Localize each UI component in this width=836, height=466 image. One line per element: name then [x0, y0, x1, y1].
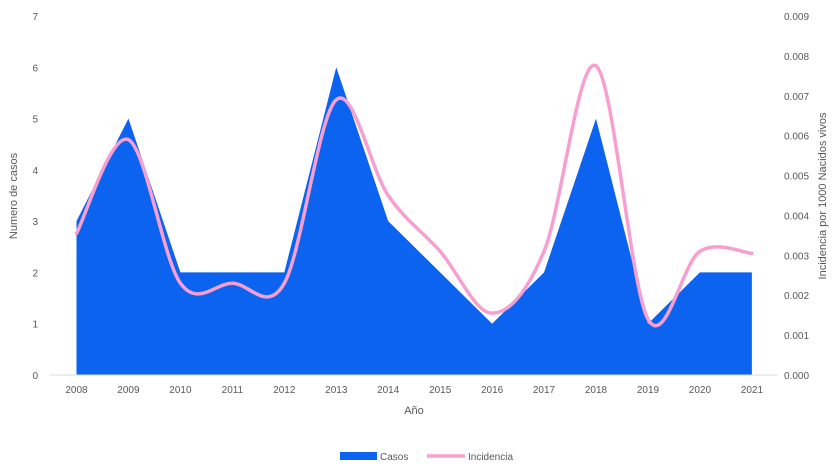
- y-right-tick-label: 0.005: [784, 172, 809, 183]
- x-axis-title: Año: [404, 405, 424, 417]
- y-left-tick-label: 7: [32, 12, 38, 23]
- y-axis-right-ticks: 0.000 0.001 0.002 0.003 0.004 0.005 0.006 0.007…: [784, 12, 809, 382]
- x-axis-ticks: 2008 2009 2010 2011 2012 2013 2014 2015 2016 2017…: [65, 385, 763, 396]
- x-tick-label: 2017: [533, 385, 556, 396]
- x-tick-label: 2012: [273, 385, 296, 396]
- x-tick-label: 2018: [585, 385, 608, 396]
- x-tick-label: 2008: [65, 385, 88, 396]
- y-left-tick-label: 0: [32, 371, 38, 382]
- y-left-tick-label: 3: [32, 217, 38, 228]
- legend-casos-label: Casos: [380, 452, 408, 461]
- x-tick-label: 2014: [377, 385, 400, 396]
- y-left-tick-label: 2: [32, 268, 38, 279]
- y-right-tick-label: 0.004: [784, 211, 809, 222]
- y-left-tick-label: 4: [32, 166, 38, 177]
- x-tick-label: 2015: [429, 385, 452, 396]
- legend: Casos Incidencia: [340, 452, 513, 463]
- incidencia-line: [74, 63, 754, 328]
- x-tick-label: 2009: [117, 385, 140, 396]
- x-tick-label: 2011: [222, 385, 244, 396]
- y-axis-right-title: Incidencia por 1000 Nacidos vivos: [817, 112, 829, 279]
- y-right-tick-label: 0.001: [784, 331, 809, 342]
- x-tick-label: 2016: [481, 385, 504, 396]
- y-axis-left-ticks: 0 1 2 3 4 5 6 7: [32, 12, 38, 382]
- casos-area: [76, 67, 752, 375]
- legend-incidencia-label: Incidencia: [468, 452, 513, 461]
- x-tick-label: 2019: [637, 385, 660, 396]
- y-right-tick-label: 0.006: [784, 132, 809, 143]
- y-left-tick-label: 6: [32, 63, 38, 74]
- y-right-tick-label: 0.007: [784, 92, 809, 103]
- x-tick-label: 2013: [325, 385, 348, 396]
- x-tick-label: 2010: [169, 385, 192, 396]
- x-tick-label: 2020: [689, 385, 712, 396]
- y-right-tick-label: 0.002: [784, 291, 809, 302]
- x-tick-label: 2021: [741, 385, 764, 396]
- y-right-tick-label: 0.003: [784, 251, 809, 262]
- y-right-tick-label: 0.008: [784, 52, 809, 63]
- casos-area-layer: [76, 67, 752, 375]
- y-right-tick-label: 0.009: [784, 12, 809, 23]
- y-axis-left-title: Numero de casos: [8, 152, 20, 239]
- incidencia-line-layer: [74, 63, 754, 328]
- legend-casos-swatch: [340, 452, 377, 460]
- y-left-tick-label: 1: [32, 320, 38, 331]
- y-right-tick-label: 0.000: [784, 371, 809, 382]
- y-left-tick-label: 5: [32, 115, 38, 126]
